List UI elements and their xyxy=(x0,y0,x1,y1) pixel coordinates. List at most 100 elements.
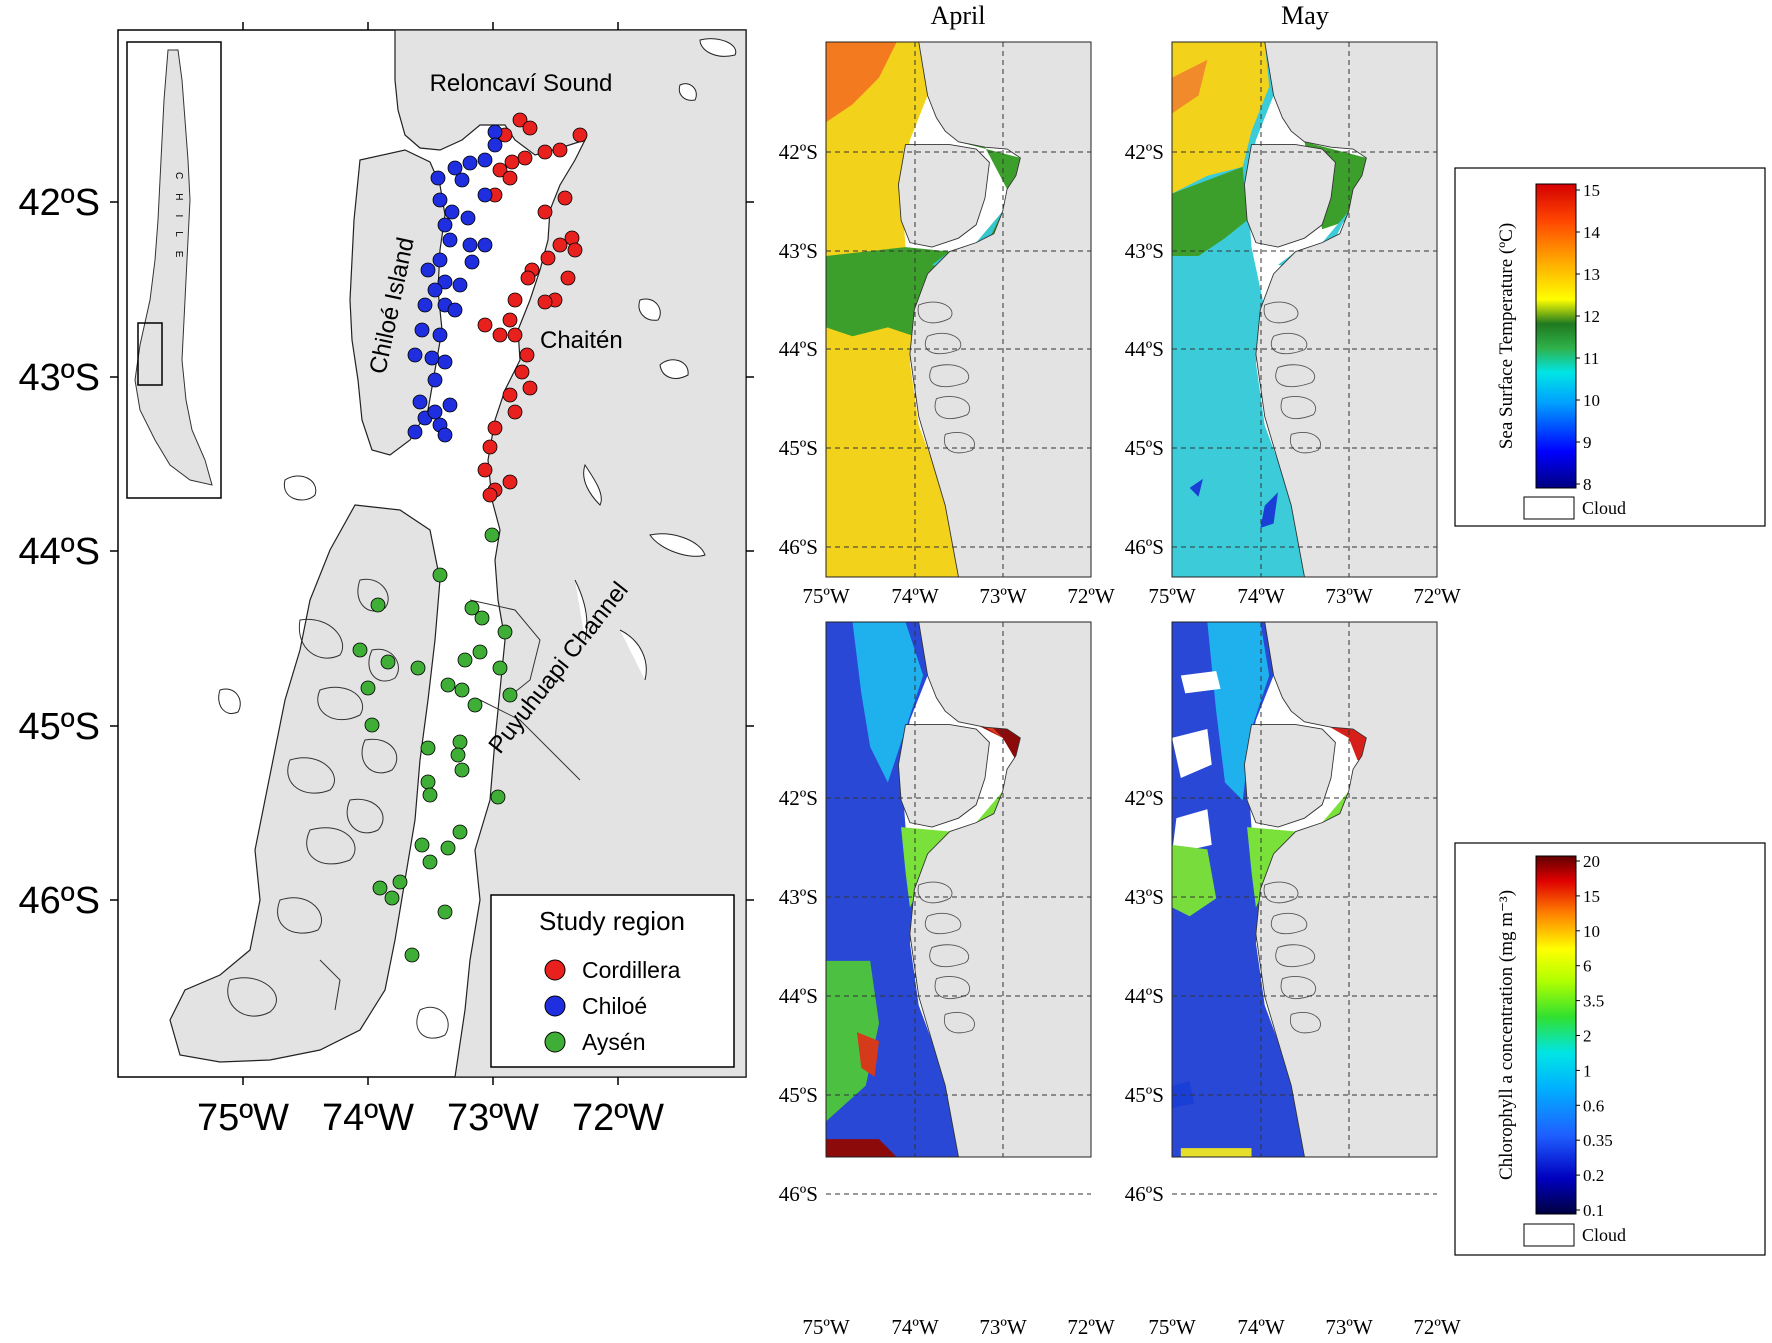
chiloe-station xyxy=(412,394,428,410)
column-title-april: April xyxy=(931,1,986,30)
sst-cloud-label: Cloud xyxy=(1582,498,1626,518)
sst-april-lon-75: 75ºW xyxy=(802,584,850,608)
chiloe-station xyxy=(407,424,423,440)
chiloe-station xyxy=(437,274,453,290)
sst-colorbar-tick-label: 13 xyxy=(1583,265,1600,284)
chl-colorbar-ticks: 20 15 10 6 3.5 2 1 0.6 0.35 0.2 0.1 xyxy=(1576,852,1613,1220)
aysen-station xyxy=(370,597,386,613)
cordillera-station xyxy=(560,270,576,286)
cordillera-station xyxy=(492,327,508,343)
panel-gridlines xyxy=(826,42,1437,1195)
cordillera-station xyxy=(507,404,523,420)
cordillera-station xyxy=(514,364,530,380)
aysen-station xyxy=(384,890,400,906)
sst-april-lat-42: 42ºS xyxy=(779,140,818,164)
aysen-station xyxy=(372,880,388,896)
sst-may-lon-75: 75ºW xyxy=(1148,584,1196,608)
sst-colorbar-tick-label: 9 xyxy=(1583,433,1592,452)
sst-april-lon-72: 72ºW xyxy=(1067,584,1115,608)
sst-may-lat-45: 45ºS xyxy=(1125,436,1164,460)
aysen-station xyxy=(422,854,438,870)
chl-may-map xyxy=(1172,622,1437,1157)
chiloe-station xyxy=(444,204,460,220)
cordillera-station xyxy=(552,237,568,253)
chaiten-label: Chaitén xyxy=(540,327,623,354)
inset-chile-label: CHILE xyxy=(173,172,184,271)
cordillera-station xyxy=(487,420,503,436)
sst-colorbar-tick-label: 11 xyxy=(1583,349,1599,368)
aysen-station xyxy=(404,947,420,963)
chiloe-station xyxy=(442,232,458,248)
chl-colorbar-tick-label: 1 xyxy=(1583,1061,1592,1080)
aysen-station xyxy=(420,740,436,756)
chiloe-station xyxy=(424,350,440,366)
sst-may-frame xyxy=(1171,41,1438,578)
chl-april-lon-75: 75ºW xyxy=(802,1315,850,1339)
inset-chile-shape xyxy=(134,49,213,486)
chiloe-station xyxy=(432,327,448,343)
sst-colorbar-tick-label: 14 xyxy=(1583,223,1601,242)
chiloe-station xyxy=(460,210,476,226)
chiloe-station xyxy=(462,237,478,253)
main-lon-72: 72ºW xyxy=(572,1097,664,1139)
chl-colorbar-tick-label: 0.35 xyxy=(1583,1131,1613,1150)
chiloe-station xyxy=(487,137,503,153)
chl-may-lon-74: 74ºW xyxy=(1237,1315,1285,1339)
aysen-station xyxy=(492,660,508,676)
aysen-station xyxy=(440,840,456,856)
chiloe-station xyxy=(414,322,430,338)
sst-may-lat-44: 44ºS xyxy=(1125,337,1164,361)
chiloe-station xyxy=(427,404,443,420)
cordillera-station xyxy=(512,112,528,128)
main-lat-46: 46ºS xyxy=(19,880,101,922)
archipelago-channels xyxy=(227,578,581,1039)
panel-sst-may xyxy=(1171,41,1438,578)
aysen-station xyxy=(452,734,468,750)
sst-april-lon-74: 74ºW xyxy=(891,584,939,608)
aysen-station xyxy=(410,660,426,676)
chl-may-lat-42: 42ºS xyxy=(1125,786,1164,810)
sst-may-map xyxy=(1172,42,1437,577)
panel-chl-may xyxy=(1171,621,1438,1158)
chiloe-stations xyxy=(407,124,503,443)
legend-dot-cordillera xyxy=(544,959,566,981)
aysen-station xyxy=(422,787,438,803)
chl-april-map xyxy=(826,622,1091,1157)
chiloe-station xyxy=(477,237,493,253)
chl-april-lat-42: 42ºS xyxy=(779,786,818,810)
aysen-station xyxy=(497,624,513,640)
sst-colorbar-ramp xyxy=(1535,183,1577,489)
main-lat-44: 44ºS xyxy=(19,531,101,573)
chl-april-lon-73: 73ºW xyxy=(979,1315,1027,1339)
chiloe-station xyxy=(420,262,436,278)
sst-may-lat-42: 42ºS xyxy=(1125,140,1164,164)
legend-dot-aysen xyxy=(544,1031,566,1053)
aysen-station xyxy=(452,824,468,840)
chl-colorbar-tick-label: 0.6 xyxy=(1583,1096,1604,1115)
sst-may-lat-43: 43ºS xyxy=(1125,239,1164,263)
main-lat-43: 43ºS xyxy=(19,357,101,399)
column-title-may: May xyxy=(1281,1,1329,30)
main-lon-74: 74ºW xyxy=(322,1097,414,1139)
chl-may-lon-75: 75ºW xyxy=(1148,1315,1196,1339)
cordillera-station xyxy=(482,487,498,503)
aysen-station xyxy=(454,762,470,778)
sst-may-lon-74: 74ºW xyxy=(1237,584,1285,608)
sst-april-frame xyxy=(825,41,1092,578)
chiloe-station xyxy=(407,347,423,363)
chl-colorbar-tick-label: 3.5 xyxy=(1583,992,1604,1011)
chiloe-station xyxy=(427,282,443,298)
chl-colorbar-frame xyxy=(1454,842,1766,1256)
legend-frame xyxy=(490,894,735,1068)
cordillera-station xyxy=(507,292,523,308)
chiloe-station xyxy=(464,254,480,270)
chl-may-lat-46: 46ºS xyxy=(1125,1182,1164,1206)
cordillera-station xyxy=(522,380,538,396)
cordillera-station xyxy=(492,162,508,178)
aysen-station xyxy=(440,677,456,693)
aysen-station xyxy=(467,697,483,713)
chiloe-station xyxy=(417,297,433,313)
chiloe-station xyxy=(447,302,463,318)
aysen-station xyxy=(490,789,506,805)
cordillera-station xyxy=(557,190,573,206)
